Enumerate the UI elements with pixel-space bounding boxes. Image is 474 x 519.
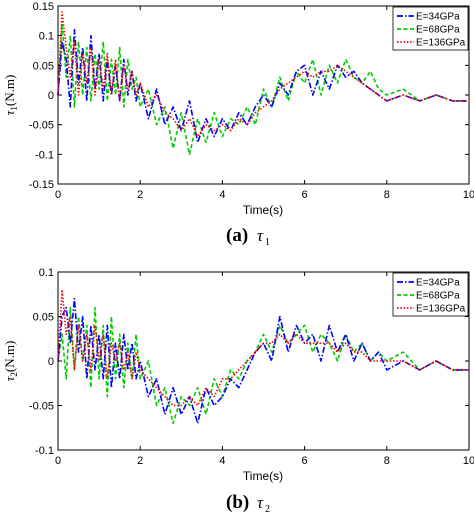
y-tick-label: -0.05 bbox=[29, 401, 54, 413]
legend-label-b-136: E=136GPa bbox=[416, 304, 466, 315]
y-tick-label: 0.15 bbox=[33, 1, 54, 13]
x-tick-label: 2 bbox=[137, 455, 143, 467]
caption-letter-a: (a) bbox=[226, 225, 248, 246]
y-tick-label: -0.1 bbox=[35, 149, 54, 161]
x-tick-label: 4 bbox=[219, 455, 225, 467]
svg-text:τ2(N.m): τ2(N.m) bbox=[2, 341, 19, 382]
y-tick-label: 0.1 bbox=[39, 31, 54, 43]
y-tick-label: -0.15 bbox=[29, 179, 54, 191]
legend-label-a-68: E=68GPa bbox=[416, 25, 460, 36]
legend-a: E=34GPa E=68GPa E=136GPa bbox=[392, 6, 469, 51]
x-ticks-b: 0 2 4 6 8 10 bbox=[55, 272, 474, 467]
legend-label-b-34: E=34GPa bbox=[416, 278, 460, 289]
x-tick-label: 8 bbox=[384, 189, 390, 201]
y-axis-label-symbol-a: τ bbox=[2, 109, 17, 115]
x-axis-label-b: Time(s) bbox=[243, 469, 283, 483]
x-ticks-a: 0 2 4 6 8 10 bbox=[55, 6, 474, 201]
chart-panel-b: -0.1 -0.05 0 0.05 0.1 0 2 4 6 8 10 E=34GPa E=68GP… bbox=[2, 267, 474, 515]
y-axis-label-symbol-b: τ bbox=[2, 375, 17, 381]
y-axis-label-unit-a: (N.m) bbox=[2, 75, 17, 106]
x-tick-label: 6 bbox=[302, 455, 308, 467]
legend-label-a-136: E=136GPa bbox=[416, 38, 466, 49]
y-tick-label: 0.05 bbox=[33, 60, 54, 72]
caption-symbol-a: τ bbox=[257, 226, 264, 245]
y-axis-label-b: τ2(N.m) bbox=[2, 341, 19, 382]
caption-a: (a) τ 1 bbox=[226, 225, 270, 248]
series-group-a bbox=[57, 11, 469, 156]
caption-subscript-b: 2 bbox=[265, 504, 270, 515]
legend-label-b-68: E=68GPa bbox=[416, 291, 460, 302]
y-tick-label: -0.05 bbox=[29, 120, 54, 132]
series-line-b-e136gpa bbox=[57, 288, 469, 407]
series-line-b-e34gpa bbox=[57, 297, 469, 425]
y-ticks-b: -0.1 -0.05 0 0.05 0.1 bbox=[29, 267, 469, 457]
x-tick-label: 0 bbox=[55, 455, 61, 467]
x-tick-label: 2 bbox=[137, 189, 143, 201]
series-line-a-e136gpa bbox=[57, 11, 469, 138]
series-group-b bbox=[57, 288, 469, 425]
caption-subscript-a: 1 bbox=[265, 237, 270, 248]
y-axis-label-subscript-a: 1 bbox=[9, 106, 19, 111]
y-tick-label: 0.05 bbox=[33, 312, 54, 324]
svg-text:τ1(N.m): τ1(N.m) bbox=[2, 75, 19, 116]
series-line-a-e34gpa bbox=[57, 28, 469, 144]
caption-b: (b) τ 2 bbox=[226, 492, 270, 515]
series-line-b-e68gpa bbox=[57, 306, 469, 425]
y-axis-label-unit-b: (N.m) bbox=[2, 341, 17, 372]
series-line-a-e68gpa bbox=[57, 22, 469, 156]
y-tick-label: 0 bbox=[48, 356, 54, 368]
y-tick-label: 0.1 bbox=[39, 267, 54, 279]
legend-label-a-34: E=34GPa bbox=[416, 12, 460, 23]
x-tick-label: 0 bbox=[55, 189, 61, 201]
y-ticks-a: -0.15 -0.1 -0.05 0 0.05 0.1 0.15 bbox=[29, 1, 469, 191]
x-tick-label: 6 bbox=[302, 189, 308, 201]
x-tick-label: 8 bbox=[384, 455, 390, 467]
y-tick-label: -0.1 bbox=[35, 445, 54, 457]
y-axis-label-a: τ1(N.m) bbox=[2, 75, 19, 116]
y-axis-label-subscript-b: 2 bbox=[9, 372, 19, 377]
x-tick-label: 10 bbox=[463, 189, 474, 201]
x-tick-label: 4 bbox=[219, 189, 225, 201]
x-tick-label: 10 bbox=[463, 455, 474, 467]
x-axis-label-a: Time(s) bbox=[243, 203, 283, 217]
y-tick-label: 0 bbox=[48, 90, 54, 102]
caption-letter-b: (b) bbox=[226, 492, 249, 513]
chart-panel-a: -0.15 -0.1 -0.05 0 0.05 0.1 0.15 0 2 4 6 8 10 E=34G… bbox=[2, 1, 474, 248]
caption-symbol-b: τ bbox=[257, 493, 264, 512]
legend-b: E=34GPa E=68GPa E=136GPa bbox=[392, 272, 469, 317]
